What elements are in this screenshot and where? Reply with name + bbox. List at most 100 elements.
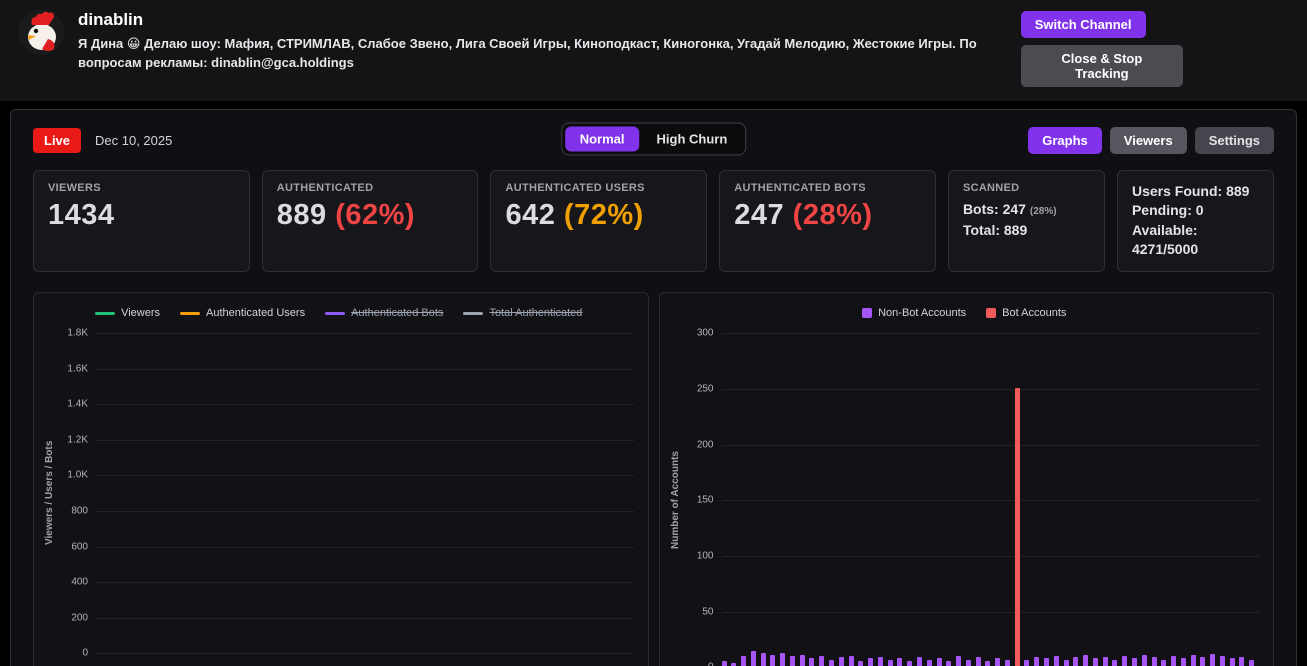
line-chart-legend: Viewers Authenticated Users Authenticated …: [44, 307, 634, 319]
nonbot-accounts-bar[interactable]: [887, 659, 893, 666]
gridline: [96, 439, 634, 441]
nonbot-accounts-bar[interactable]: [1151, 657, 1157, 666]
nonbot-accounts-bar[interactable]: [1200, 657, 1206, 666]
nonbot-accounts-bar[interactable]: [1249, 659, 1255, 666]
nonbot-accounts-bar[interactable]: [946, 660, 952, 666]
nonbot-accounts-bar[interactable]: [1034, 657, 1040, 666]
nonbot-accounts-bar[interactable]: [1092, 658, 1098, 666]
nonbot-accounts-bar[interactable]: [965, 659, 971, 666]
switch-channel-button[interactable]: Switch Channel: [1020, 11, 1146, 38]
nonbot-accounts-bar[interactable]: [838, 657, 844, 666]
stat-card-scanned: SCANNED Bots: 247 (28%) Total: 889: [947, 170, 1105, 273]
close-stop-tracking-button[interactable]: Close & Stop Tracking: [1020, 45, 1183, 87]
scanned-bots-percent: (28%): [1029, 206, 1057, 217]
nonbot-accounts-bar[interactable]: [985, 660, 991, 666]
nonbot-accounts-bar[interactable]: [975, 657, 981, 666]
nonbot-accounts-bar[interactable]: [956, 656, 962, 666]
nonbot-accounts-bar[interactable]: [1161, 659, 1167, 666]
nonbot-accounts-bar[interactable]: [897, 658, 903, 666]
legend-item[interactable]: Total Authenticated: [463, 307, 582, 319]
nonbot-accounts-bar[interactable]: [799, 655, 805, 666]
nonbot-accounts-bar[interactable]: [877, 657, 883, 666]
bar-chart-yaxis: 300 250 200 150 100 50 0: [686, 328, 722, 666]
y-tick-label: 250: [696, 383, 714, 395]
viewers-tab-button[interactable]: Viewers: [1109, 127, 1187, 154]
charts-row: Viewers Authenticated Users Authenticated …: [11, 288, 1296, 666]
nonbot-accounts-bar[interactable]: [1190, 655, 1196, 666]
nonbot-accounts-bar[interactable]: [1102, 657, 1108, 666]
rooster-logo-icon: [18, 9, 64, 55]
gridline: [96, 546, 634, 548]
nonbot-accounts-bar[interactable]: [1239, 657, 1245, 666]
y-tick-label: 1.4K: [67, 398, 88, 410]
nonbot-accounts-bar[interactable]: [1131, 658, 1137, 666]
line-chart-body: Viewers / Users / Bots 1.8K 1.6K 1.4K 1.2K 1…: [44, 328, 634, 659]
stat-card-viewers: VIEWERS 1434: [33, 170, 250, 273]
nonbot-accounts-bar[interactable]: [1053, 656, 1059, 666]
y-tick-label: 400: [71, 576, 88, 588]
nonbot-accounts-bar[interactable]: [1141, 655, 1147, 666]
nonbot-accounts-bar[interactable]: [1073, 657, 1079, 666]
nonbot-accounts-bar[interactable]: [848, 656, 854, 666]
legend-swatch-icon: [95, 311, 116, 315]
churn-mode-toggle: Normal High Churn: [560, 122, 747, 156]
nonbot-accounts-bar[interactable]: [1083, 655, 1089, 666]
nonbot-accounts-bar[interactable]: [1044, 658, 1049, 666]
nonbot-accounts-bar[interactable]: [995, 658, 1001, 666]
gridline: [96, 475, 634, 477]
nonbot-accounts-bar[interactable]: [1180, 658, 1186, 666]
line-chart-yaxis: 1.8K 1.6K 1.4K 1.2K 1.0K 800 600 400 200 0: [60, 328, 96, 659]
nonbot-accounts-bar[interactable]: [1063, 659, 1069, 666]
scanned-bots-value: Bots: 247: [962, 201, 1026, 217]
graphs-tab-button[interactable]: Graphs: [1028, 127, 1102, 154]
nonbot-accounts-bar[interactable]: [1122, 656, 1128, 666]
pending-line: Pending: 0: [1131, 202, 1204, 219]
stat-card-auth-users: AUTHENTICATED USERS 642 (72%): [490, 170, 708, 273]
legend-item[interactable]: Authenticated Bots: [325, 307, 443, 319]
nonbot-accounts-bar[interactable]: [907, 660, 913, 666]
legend-label: Total Authenticated: [489, 307, 583, 320]
nonbot-accounts-bar[interactable]: [1219, 656, 1225, 666]
y-tick-label: 150: [696, 494, 714, 506]
nonbot-accounts-bar[interactable]: [926, 659, 932, 666]
nonbot-accounts-bar[interactable]: [750, 650, 756, 666]
nonbot-accounts-bar[interactable]: [858, 660, 864, 666]
nonbot-accounts-bar[interactable]: [741, 656, 747, 666]
nonbot-accounts-bar[interactable]: [1024, 659, 1030, 666]
legend-item[interactable]: Non-Bot Accounts: [862, 307, 966, 319]
settings-tab-button[interactable]: Settings: [1194, 127, 1274, 154]
live-badge: Live: [33, 128, 82, 153]
nonbot-accounts-bar[interactable]: [770, 655, 776, 666]
y-tick-label: 200: [71, 612, 88, 624]
gridline: [721, 611, 1259, 613]
stats-row: VIEWERS 1434 AUTHENTICATED 889 (62%) AUT…: [11, 168, 1296, 288]
mode-normal-button[interactable]: Normal: [564, 126, 640, 152]
nonbot-accounts-bar[interactable]: [1004, 659, 1010, 666]
nonbot-accounts-bar[interactable]: [829, 659, 834, 666]
legend-item[interactable]: Bot Accounts: [986, 307, 1066, 319]
legend-swatch-icon: [463, 311, 484, 315]
legend-item[interactable]: Authenticated Users: [180, 307, 305, 319]
nonbot-accounts-bar[interactable]: [789, 656, 795, 666]
bar-chart-legend: Non-Bot Accounts Bot Accounts: [670, 307, 1260, 319]
nonbot-accounts-bar[interactable]: [916, 657, 922, 666]
legend-item[interactable]: Viewers: [95, 307, 160, 319]
nonbot-accounts-bar[interactable]: [731, 662, 737, 666]
nonbot-accounts-bar[interactable]: [868, 658, 874, 666]
nonbot-accounts-bar[interactable]: [1229, 658, 1235, 666]
nonbot-accounts-bar[interactable]: [819, 656, 825, 666]
nonbot-accounts-bar[interactable]: [1210, 654, 1216, 666]
legend-swatch-icon: [986, 308, 997, 319]
bot-accounts-bar[interactable]: [1014, 387, 1020, 666]
stat-card-authenticated: AUTHENTICATED 889 (62%): [261, 170, 479, 273]
users-found-line: Users Found: 889: [1131, 183, 1250, 199]
nonbot-accounts-bar[interactable]: [760, 652, 766, 666]
nonbot-accounts-bar[interactable]: [936, 658, 942, 666]
nonbot-accounts-bar[interactable]: [780, 652, 786, 666]
bar-chart-body: Number of Accounts 300 250 200 150 100 50 0: [670, 328, 1259, 666]
nonbot-accounts-bar[interactable]: [1171, 656, 1177, 666]
nonbot-accounts-bar[interactable]: [809, 658, 815, 666]
nonbot-accounts-bar[interactable]: [1112, 659, 1118, 666]
mode-high-churn-button[interactable]: High Churn: [642, 127, 743, 152]
nonbot-accounts-bar[interactable]: [721, 660, 727, 666]
